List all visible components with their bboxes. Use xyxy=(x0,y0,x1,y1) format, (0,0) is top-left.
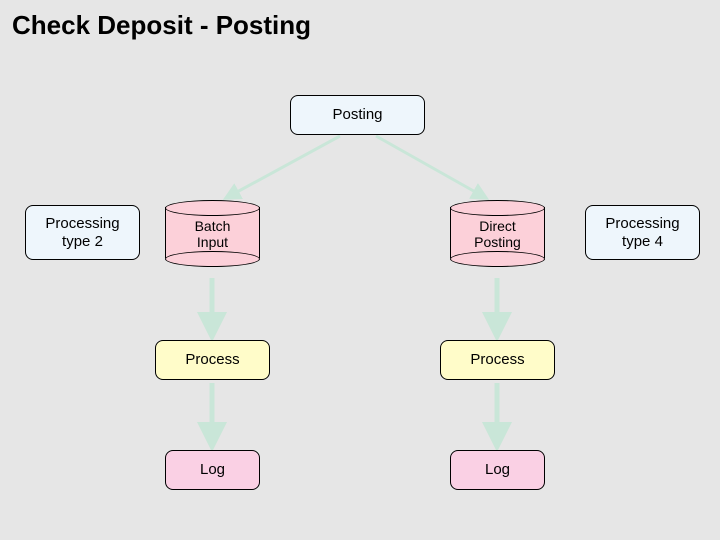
node-processing-type-2: Processingtype 2 xyxy=(25,205,140,260)
node-batch-input: BatchInput xyxy=(165,200,260,265)
node-log-left: Log xyxy=(165,450,260,490)
node-label: Process xyxy=(185,351,239,368)
slide: { "type": "flowchart", "background_color… xyxy=(0,0,720,540)
node-label: Log xyxy=(485,461,510,478)
node-label: Process xyxy=(470,351,524,368)
edge xyxy=(376,136,486,198)
node-label: Posting xyxy=(332,106,382,123)
edges-layer xyxy=(0,0,720,540)
node-process-right: Process xyxy=(440,340,555,380)
node-direct-posting: DirectPosting xyxy=(450,200,545,265)
node-label: BatchInput xyxy=(165,218,260,250)
node-process-left: Process xyxy=(155,340,270,380)
node-label: Processingtype 2 xyxy=(45,215,119,250)
node-label: Processingtype 4 xyxy=(605,215,679,250)
node-posting: Posting xyxy=(290,95,425,135)
node-log-right: Log xyxy=(450,450,545,490)
edge xyxy=(226,136,340,198)
node-label: Log xyxy=(200,461,225,478)
node-label: DirectPosting xyxy=(450,218,545,250)
page-title: Check Deposit - Posting xyxy=(12,10,311,41)
node-processing-type-4: Processingtype 4 xyxy=(585,205,700,260)
